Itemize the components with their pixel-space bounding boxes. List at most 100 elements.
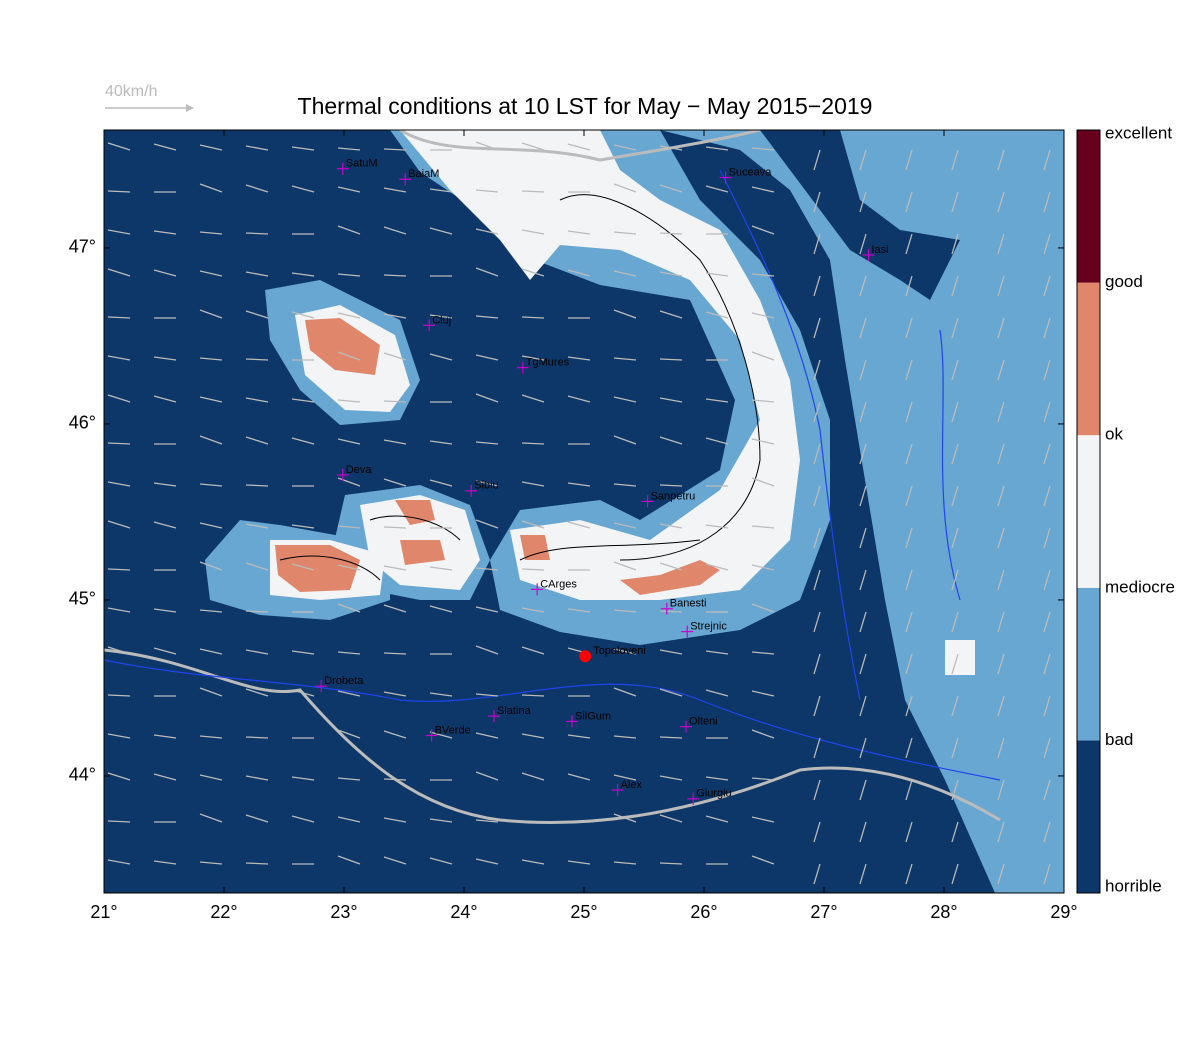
city-label: BVerde: [435, 724, 471, 736]
wind-arrow: [751, 777, 775, 781]
wind-arrow: [859, 611, 867, 633]
wind-arrow: [1043, 569, 1051, 591]
wind-arrow: [383, 478, 407, 487]
wind-arrow: [383, 187, 407, 193]
wind-arrow: [475, 354, 499, 361]
colorbar-segment: [1077, 587, 1100, 741]
city-label: Banesti: [670, 598, 707, 610]
wind-arrow: [245, 562, 269, 571]
wind-arrow: [199, 357, 223, 361]
wind-scale-arrowhead: [186, 104, 194, 112]
wind-arrow: [1043, 527, 1051, 549]
wind-arrow: [383, 604, 407, 613]
wind-arrow: [383, 652, 407, 655]
colorbar-label: horrible: [1105, 876, 1162, 895]
wind-arrow: [199, 561, 223, 571]
wind-arrow: [1043, 149, 1051, 171]
wind-arrow: [429, 479, 453, 487]
wind-arrow: [751, 651, 775, 655]
x-tick-label: 26°: [690, 902, 717, 922]
wind-arrow: [521, 394, 545, 403]
wind-arrow: [337, 603, 361, 613]
mediocre-field: [945, 640, 975, 675]
wind-arrow: [905, 149, 913, 171]
wind-arrow: [107, 142, 131, 151]
wind-arrow: [429, 440, 453, 445]
wind-arrow: [751, 525, 775, 529]
colorbar-label: bad: [1105, 730, 1133, 749]
wind-arrow: [107, 646, 131, 655]
wind-arrow: [245, 484, 269, 487]
ok-field: [520, 535, 550, 560]
wind-arrow: [751, 273, 775, 277]
wind-arrow: [905, 863, 913, 885]
wind-arrow: [475, 189, 499, 193]
wind-arrow: [659, 688, 683, 697]
wind-arrow: [997, 443, 1005, 465]
wind-arrow: [521, 229, 545, 235]
wind-arrow: [107, 772, 131, 781]
wind-arrow: [705, 311, 729, 319]
wind-arrow: [997, 191, 1005, 213]
wind-arrow: [107, 229, 131, 235]
wind-arrow: [1043, 401, 1051, 423]
wind-arrow: [813, 569, 821, 591]
wind-arrow: [337, 816, 361, 823]
wind-arrow: [153, 608, 177, 613]
wind-arrow: [245, 397, 269, 403]
wind-arrow: [475, 819, 499, 823]
wind-arrow: [705, 398, 729, 403]
wind-arrow: [199, 270, 223, 277]
wind-arrow: [107, 520, 131, 529]
site-marker: [579, 650, 592, 663]
city-label: Alex: [621, 779, 643, 791]
wind-arrow: [613, 522, 637, 529]
wind-arrow: [245, 862, 269, 865]
wind-arrow: [383, 856, 407, 865]
wind-arrow: [813, 821, 821, 843]
wind-arrow: [951, 233, 959, 255]
wind-arrow: [859, 401, 867, 423]
wind-arrow: [245, 184, 269, 193]
wind-arrow: [859, 233, 867, 255]
wind-arrow: [245, 736, 269, 739]
wind-arrow: [199, 774, 223, 781]
wind-arrow: [751, 186, 775, 193]
thermal-fields: [205, 130, 1064, 893]
wind-arrow: [567, 356, 591, 361]
x-tick-label: 24°: [450, 902, 477, 922]
wind-arrow: [659, 862, 683, 865]
wind-arrow: [383, 565, 407, 571]
wind-arrow: [337, 312, 361, 319]
wind-arrow: [521, 442, 545, 445]
wind-arrow: [951, 401, 959, 423]
wind-arrow: [751, 399, 775, 403]
wind-arrow: [613, 396, 637, 403]
wind-arrow: [245, 271, 269, 277]
wind-arrow: [567, 269, 591, 277]
wind-arrow: [337, 147, 361, 151]
wind-arrow: [429, 605, 453, 613]
wind-arrow: [199, 483, 223, 487]
wind-arrow: [291, 776, 315, 781]
wind-arrow: [613, 231, 637, 235]
wind-arrow: [153, 860, 177, 865]
wind-arrow: [337, 399, 361, 403]
wind-arrow: [951, 485, 959, 507]
wind-arrow: [245, 310, 269, 319]
wind-arrow: [107, 442, 131, 445]
wind-arrow: [997, 737, 1005, 759]
wind-arrow: [567, 230, 591, 235]
y-tick-label: 47°: [69, 237, 96, 257]
wind-arrow: [521, 646, 545, 655]
wind-arrow: [337, 477, 361, 487]
wind-arrow: [751, 729, 775, 739]
border-line: [399, 130, 761, 162]
wind-arrow: [107, 268, 131, 277]
wind-arrow: [751, 477, 775, 487]
wind-arrow: [521, 733, 545, 739]
wind-arrow: [659, 232, 683, 235]
wind-arrow: [245, 358, 269, 361]
y-tick-label: 46°: [69, 413, 96, 433]
wind-arrow: [383, 352, 407, 361]
